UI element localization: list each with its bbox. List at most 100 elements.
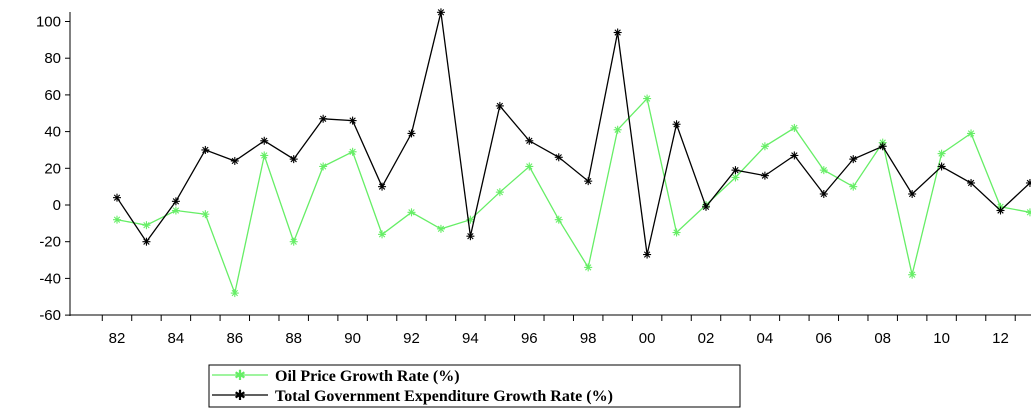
data-point xyxy=(113,193,121,202)
data-point xyxy=(849,155,858,164)
x-tick-label: 90 xyxy=(344,330,361,347)
data-point xyxy=(378,230,387,239)
y-tick-label: 80 xyxy=(44,50,61,67)
data-point xyxy=(908,189,917,198)
x-tick-label: 04 xyxy=(757,330,774,347)
x-tick-label: 82 xyxy=(109,330,126,347)
x-tick-label: 88 xyxy=(285,330,302,347)
y-tick-label: -20 xyxy=(39,234,61,251)
x-tick-label: 94 xyxy=(462,330,479,347)
data-point xyxy=(1025,208,1031,217)
data-point xyxy=(495,188,504,197)
data-point xyxy=(495,101,504,110)
y-tick-label: -40 xyxy=(39,270,61,287)
data-point xyxy=(554,215,563,224)
legend-marker-government-expenditure: ✱ xyxy=(234,387,246,403)
legend: ✱ Oil Price Growth Rate (%) ✱ Total Gove… xyxy=(208,364,741,408)
series-line-government-expenditure xyxy=(116,12,1031,255)
data-point xyxy=(849,182,858,191)
legend-item-government-expenditure: ✱ Total Government Expenditure Growth Ra… xyxy=(212,387,613,405)
y-tick-label: 40 xyxy=(44,124,61,141)
x-tick-label: 96 xyxy=(521,330,538,347)
data-point xyxy=(967,178,976,187)
legend-marker-oil-price: ✱ xyxy=(234,367,246,383)
data-point xyxy=(643,250,652,259)
data-point xyxy=(790,123,799,132)
y-tick-label: 0 xyxy=(53,197,61,214)
data-point xyxy=(731,173,740,182)
data-point xyxy=(613,28,622,37)
data-point xyxy=(407,208,416,217)
data-point xyxy=(731,166,740,175)
series-oil-price xyxy=(113,94,1031,298)
data-point xyxy=(554,153,563,162)
data-point xyxy=(289,237,298,246)
data-point xyxy=(908,270,917,279)
data-point xyxy=(171,197,180,206)
data-point xyxy=(525,136,534,145)
data-point xyxy=(319,114,328,123)
y-tick-label: 60 xyxy=(44,87,61,104)
data-point xyxy=(466,232,475,241)
data-point xyxy=(760,171,769,180)
data-point xyxy=(289,155,298,164)
data-point xyxy=(996,206,1005,215)
data-point xyxy=(436,8,445,17)
legend-label-government-expenditure: Total Government Expenditure Growth Rate… xyxy=(275,388,613,405)
y-tick-label: 100 xyxy=(36,14,61,31)
data-point xyxy=(937,162,946,171)
data-point xyxy=(937,149,946,158)
data-point xyxy=(113,215,121,224)
data-point xyxy=(819,189,828,198)
data-point xyxy=(702,202,710,211)
data-point xyxy=(672,120,681,129)
series-line-oil-price xyxy=(116,97,1031,296)
data-point xyxy=(436,224,445,233)
data-point xyxy=(672,228,681,237)
data-point xyxy=(142,221,151,230)
data-point xyxy=(1025,178,1031,187)
data-point xyxy=(348,147,357,156)
data-point xyxy=(819,166,828,175)
x-tick-label: 00 xyxy=(639,330,656,347)
data-point xyxy=(643,94,652,103)
data-point xyxy=(790,151,799,160)
data-point xyxy=(525,162,534,171)
x-tick-label: 86 xyxy=(226,330,243,347)
data-point xyxy=(142,237,151,246)
data-point xyxy=(260,151,269,160)
y-tick-label: 20 xyxy=(44,160,61,177)
data-point xyxy=(584,263,593,272)
data-point xyxy=(378,182,387,191)
data-point xyxy=(407,129,416,138)
legend-label-oil-price: Oil Price Growth Rate (%) xyxy=(275,368,460,385)
x-tick-label: 84 xyxy=(168,330,185,347)
data-point xyxy=(967,129,976,138)
data-point xyxy=(348,116,357,125)
data-point xyxy=(319,162,328,171)
x-tick-label: 98 xyxy=(580,330,597,347)
series-layer xyxy=(113,8,1031,298)
data-point xyxy=(878,142,887,151)
data-point xyxy=(201,145,210,154)
legend-item-oil-price: ✱ Oil Price Growth Rate (%) xyxy=(212,367,460,385)
data-point xyxy=(230,156,239,165)
data-point xyxy=(584,177,593,186)
data-point xyxy=(230,289,239,298)
x-tick-label: 02 xyxy=(698,330,715,347)
x-tick-label: 08 xyxy=(874,330,891,347)
y-tick-label: -60 xyxy=(39,307,61,324)
data-point xyxy=(613,125,622,134)
data-point xyxy=(171,206,180,215)
x-tick-label: 92 xyxy=(403,330,420,347)
x-tick-label: 12 xyxy=(992,330,1009,347)
legend-box xyxy=(208,364,741,408)
data-point xyxy=(201,210,210,219)
x-tick-label: 10 xyxy=(933,330,950,347)
data-point xyxy=(760,142,769,151)
series-government-expenditure xyxy=(113,8,1031,259)
data-point xyxy=(260,136,269,145)
